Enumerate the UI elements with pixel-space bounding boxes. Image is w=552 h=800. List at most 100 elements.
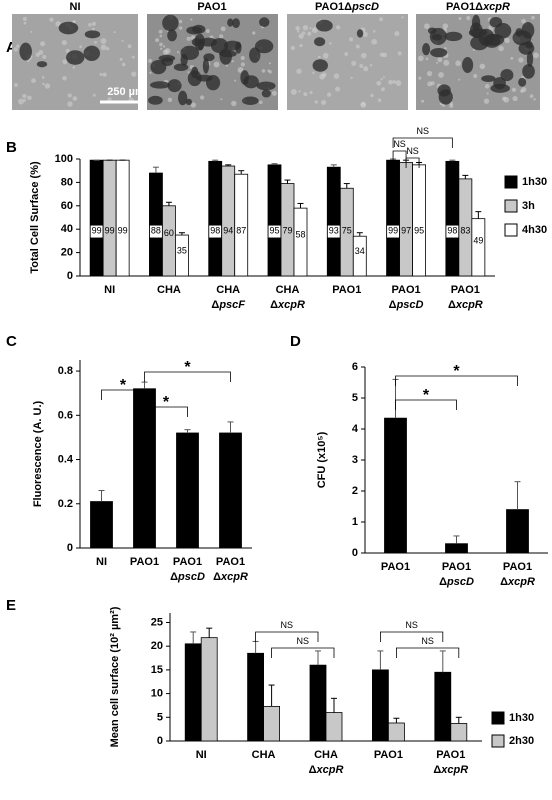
bar (506, 509, 529, 554)
bar (471, 218, 486, 277)
error-bar (268, 684, 275, 707)
x-tick-label: PAO1 ΔxcpR (433, 749, 468, 776)
y-tick-label: 80 (61, 176, 73, 188)
x-tick-label: NI (196, 749, 207, 761)
annotation: * (423, 387, 430, 404)
data-label: 75 (342, 226, 352, 236)
legend-swatch (491, 734, 505, 748)
error-bar (271, 163, 278, 165)
error-bar (449, 159, 456, 162)
error-bar (343, 183, 350, 189)
annotation: * (120, 377, 127, 394)
panel-letter: E (6, 597, 16, 614)
bracket (379, 631, 444, 642)
annotation: * (453, 363, 460, 380)
data-label: 99 (388, 226, 398, 236)
legend-swatch (504, 223, 518, 237)
annotation: * (163, 394, 170, 411)
bar (176, 432, 199, 549)
error-bar (453, 535, 460, 544)
x-tick-label: CHA (252, 749, 276, 761)
data-label: 87 (236, 226, 246, 236)
legend-swatch (491, 711, 505, 725)
panel-letter: A (6, 39, 17, 56)
y-tick-label: 0.2 (58, 498, 73, 510)
bracket (395, 647, 460, 658)
data-label: 98 (210, 226, 220, 236)
bar (387, 722, 405, 742)
x-tick-label: PAO1 ΔpscD (389, 284, 424, 311)
y-tick-label: 5 (157, 711, 163, 723)
error-bar (238, 170, 245, 175)
legend-label: 3h (522, 200, 535, 212)
y-tick-label: 0 (67, 542, 73, 554)
error-bar (331, 697, 337, 713)
y-tick-label: 10 (151, 687, 163, 699)
bar (184, 643, 202, 742)
x-tick-label: PAO1 (374, 749, 403, 761)
y-tick-label: 2 (352, 485, 358, 497)
y-tick-label: 0 (157, 735, 163, 747)
bracket (144, 371, 231, 382)
bar (89, 159, 104, 277)
error-bar (190, 631, 197, 644)
error-bar (178, 232, 185, 236)
bar (386, 159, 400, 277)
error-bar (212, 159, 219, 162)
error-bar (330, 164, 337, 168)
bracket (395, 399, 457, 410)
label-box (90, 225, 103, 238)
bar (445, 160, 460, 277)
y-tick-label: 20 (151, 640, 163, 652)
data-label: 95 (414, 226, 424, 236)
data-label: 95 (269, 226, 279, 236)
data-label: 60 (164, 228, 174, 238)
error-bar (184, 429, 191, 433)
legend-label: 1h30 (522, 176, 547, 188)
error-bar (356, 232, 363, 237)
bar (450, 723, 468, 742)
data-label: 58 (295, 230, 305, 240)
annotation: NS (281, 620, 294, 630)
error-bar (315, 650, 321, 666)
data-label: 99 (105, 226, 115, 236)
error-bar (393, 717, 400, 723)
annotation: NS (393, 139, 406, 149)
y-tick-label: 60 (61, 200, 73, 212)
y-tick-label: 25 (151, 616, 163, 628)
x-tick-label: PAO1 (130, 556, 159, 568)
bar (326, 166, 341, 277)
bracket (271, 647, 335, 658)
data-label: 79 (282, 226, 292, 236)
error-bar (514, 481, 521, 510)
bar (247, 652, 265, 742)
y-axis-label: Fluorescence (A. U.) (32, 400, 44, 507)
image-label: PAO1 (197, 1, 226, 13)
x-tick-label: CHA (157, 284, 181, 296)
error-bar (165, 201, 172, 206)
label-box (387, 225, 400, 238)
error-bar (225, 164, 232, 167)
legend-label: 1h30 (509, 712, 534, 724)
error-bar (475, 211, 482, 219)
y-tick-label: 0.6 (58, 409, 73, 421)
bar (434, 671, 452, 742)
panel-letter: D (290, 333, 301, 350)
y-tick-label: 0.4 (58, 453, 74, 465)
data-label: 99 (92, 226, 102, 236)
error-bar (439, 650, 446, 673)
bar (219, 432, 242, 549)
x-tick-label: PAO1 ΔxcpR (500, 561, 535, 588)
x-tick-label: PAO1 ΔpscD (170, 556, 205, 583)
annotation: NS (421, 636, 434, 646)
bar (149, 172, 163, 277)
bar (445, 543, 468, 554)
image-label: NI (70, 1, 81, 13)
error-bar (297, 202, 304, 209)
data-label: 99 (118, 226, 128, 236)
x-tick-label: NI (96, 556, 107, 568)
error-bar (227, 421, 234, 433)
bracket (101, 389, 145, 400)
data-label: 34 (355, 247, 365, 257)
bar (325, 712, 343, 742)
